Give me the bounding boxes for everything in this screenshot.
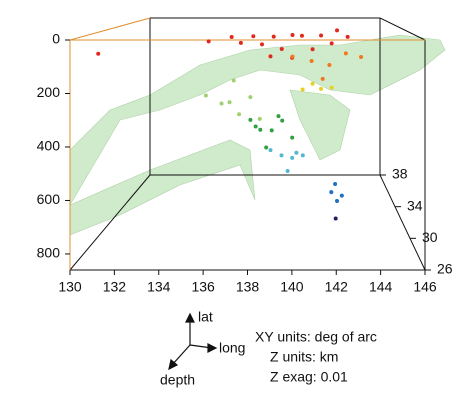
annotation: Z units: km <box>270 349 338 365</box>
annotation: XY units: deg of arc <box>255 329 377 345</box>
orientation-label: lat <box>198 309 213 325</box>
point <box>253 124 258 129</box>
point <box>279 46 284 51</box>
point <box>359 54 364 59</box>
z-tick-label: 0 <box>52 31 60 47</box>
x-tick-label: 132 <box>103 279 127 295</box>
z-tick-label: 400 <box>37 138 61 154</box>
x-tick-label: 142 <box>325 279 349 295</box>
y-tick-label: 34 <box>407 197 423 213</box>
point <box>280 118 285 123</box>
point <box>329 41 334 46</box>
z-tick-label: 600 <box>37 191 61 207</box>
point <box>248 117 253 122</box>
point <box>300 153 305 158</box>
point <box>309 59 314 64</box>
orientation-label: depth <box>160 372 195 388</box>
orientation-label: long <box>219 340 245 356</box>
point <box>258 127 263 132</box>
point <box>310 81 315 86</box>
point <box>264 145 269 150</box>
point <box>310 47 315 52</box>
x-tick-label: 140 <box>280 279 304 295</box>
point <box>285 169 290 174</box>
point <box>335 198 340 203</box>
point <box>259 42 264 47</box>
point <box>276 114 281 119</box>
point <box>343 51 348 56</box>
z-tick-label: 200 <box>37 84 61 100</box>
point <box>257 116 262 121</box>
point <box>251 34 256 39</box>
point <box>96 51 101 56</box>
point <box>320 76 325 81</box>
point <box>290 33 295 38</box>
point <box>279 153 284 158</box>
point <box>290 135 295 140</box>
point <box>290 54 295 59</box>
point <box>329 85 334 90</box>
y-tick-label: 38 <box>392 166 408 182</box>
point <box>327 63 332 67</box>
y-tick-label: 30 <box>422 229 438 245</box>
x-tick-label: 130 <box>58 279 82 295</box>
point <box>268 54 273 59</box>
point <box>203 93 208 98</box>
point <box>268 148 273 153</box>
x-tick-label: 136 <box>191 279 215 295</box>
point <box>231 78 236 83</box>
annotation: Z exag: 0.01 <box>270 369 348 385</box>
point <box>335 28 340 33</box>
point <box>238 40 243 45</box>
point <box>237 112 242 117</box>
point <box>319 86 324 91</box>
x-tick-label: 144 <box>369 279 393 295</box>
point <box>248 95 253 100</box>
point <box>300 87 305 92</box>
point <box>229 34 234 39</box>
x-tick-label: 146 <box>413 279 437 295</box>
point <box>219 101 224 106</box>
x-tick-label: 134 <box>147 279 171 295</box>
point <box>319 33 324 38</box>
z-tick-label: 800 <box>37 245 61 261</box>
point <box>345 34 350 39</box>
x-tick-label: 138 <box>236 279 260 295</box>
orientation-glyph <box>168 312 218 371</box>
point <box>333 216 338 221</box>
point <box>333 181 338 186</box>
slab-surface <box>69 34 446 236</box>
y-tick-label: 26 <box>437 261 453 277</box>
point <box>299 33 304 38</box>
point <box>206 39 211 44</box>
point <box>294 150 299 155</box>
point <box>339 193 344 198</box>
point <box>227 100 232 105</box>
point <box>329 190 334 195</box>
point <box>271 34 276 39</box>
point <box>290 155 295 160</box>
point <box>269 128 274 133</box>
bounding-box <box>69 17 426 271</box>
